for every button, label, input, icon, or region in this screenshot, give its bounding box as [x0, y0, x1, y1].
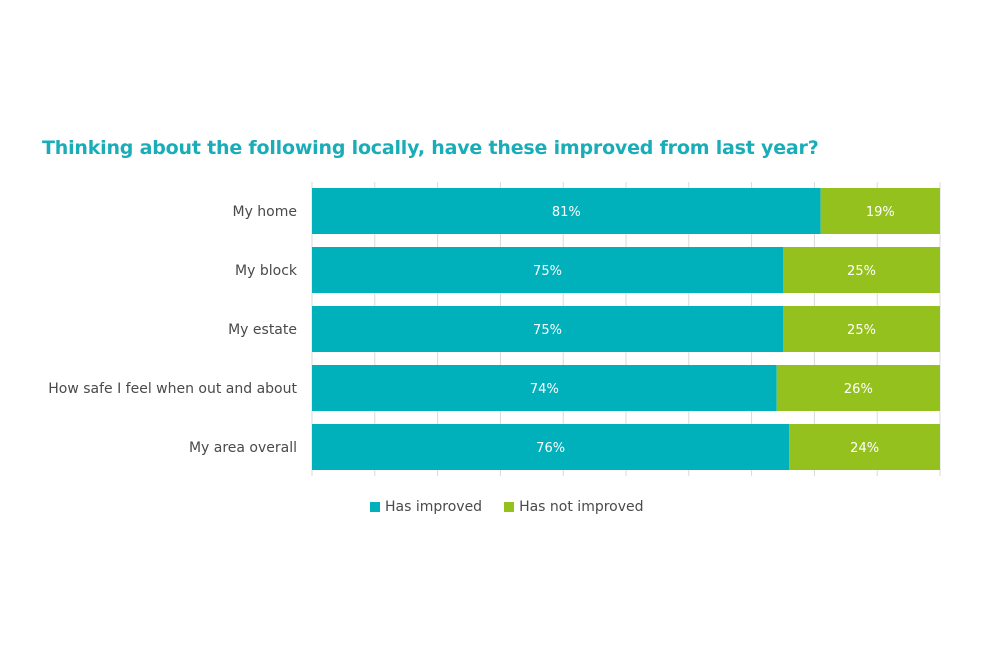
category-label: My home [232, 204, 297, 220]
legend-item-has-not-improved: Has not improved [504, 499, 644, 515]
data-label: 25% [847, 264, 876, 279]
bar-has-not-improved [783, 247, 940, 293]
category-labels: My home My block My estate How safe I feel … [48, 204, 298, 456]
bars: 81% 19% 75% 25% 75% 25% 74% 26% 76% 24% [312, 188, 940, 470]
data-label: 26% [844, 382, 873, 397]
legend-label: Has not improved [519, 499, 644, 515]
category-label: My block [235, 263, 298, 279]
chart-title: Thinking about the following locally, ha… [42, 137, 819, 159]
category-label: How safe I feel when out and about [48, 381, 297, 397]
bar-has-not-improved [789, 424, 940, 470]
data-label: 81% [552, 205, 581, 220]
legend-item-has-improved: Has improved [370, 499, 482, 515]
bar-has-improved [312, 306, 783, 352]
legend-swatch-has-not-improved [504, 502, 515, 512]
data-label: 75% [533, 264, 562, 279]
bar-has-not-improved [783, 306, 940, 352]
legend: Has improved Has not improved [370, 499, 644, 515]
category-label: My area overall [189, 440, 297, 456]
data-label: 25% [847, 323, 876, 338]
bar-has-improved [312, 424, 790, 470]
data-label: 24% [850, 441, 879, 456]
bar-has-improved [312, 247, 783, 293]
legend-swatch-has-improved [370, 502, 380, 512]
data-label: 19% [866, 205, 895, 220]
legend-label: Has improved [385, 499, 483, 515]
bar-has-improved [312, 365, 777, 411]
data-label: 75% [533, 323, 562, 338]
category-label: My estate [228, 322, 297, 338]
bar-has-not-improved [820, 188, 940, 234]
bar-has-improved [312, 188, 821, 234]
bar-has-not-improved [776, 365, 940, 411]
data-label: 74% [530, 382, 559, 397]
data-label: 76% [536, 441, 565, 456]
